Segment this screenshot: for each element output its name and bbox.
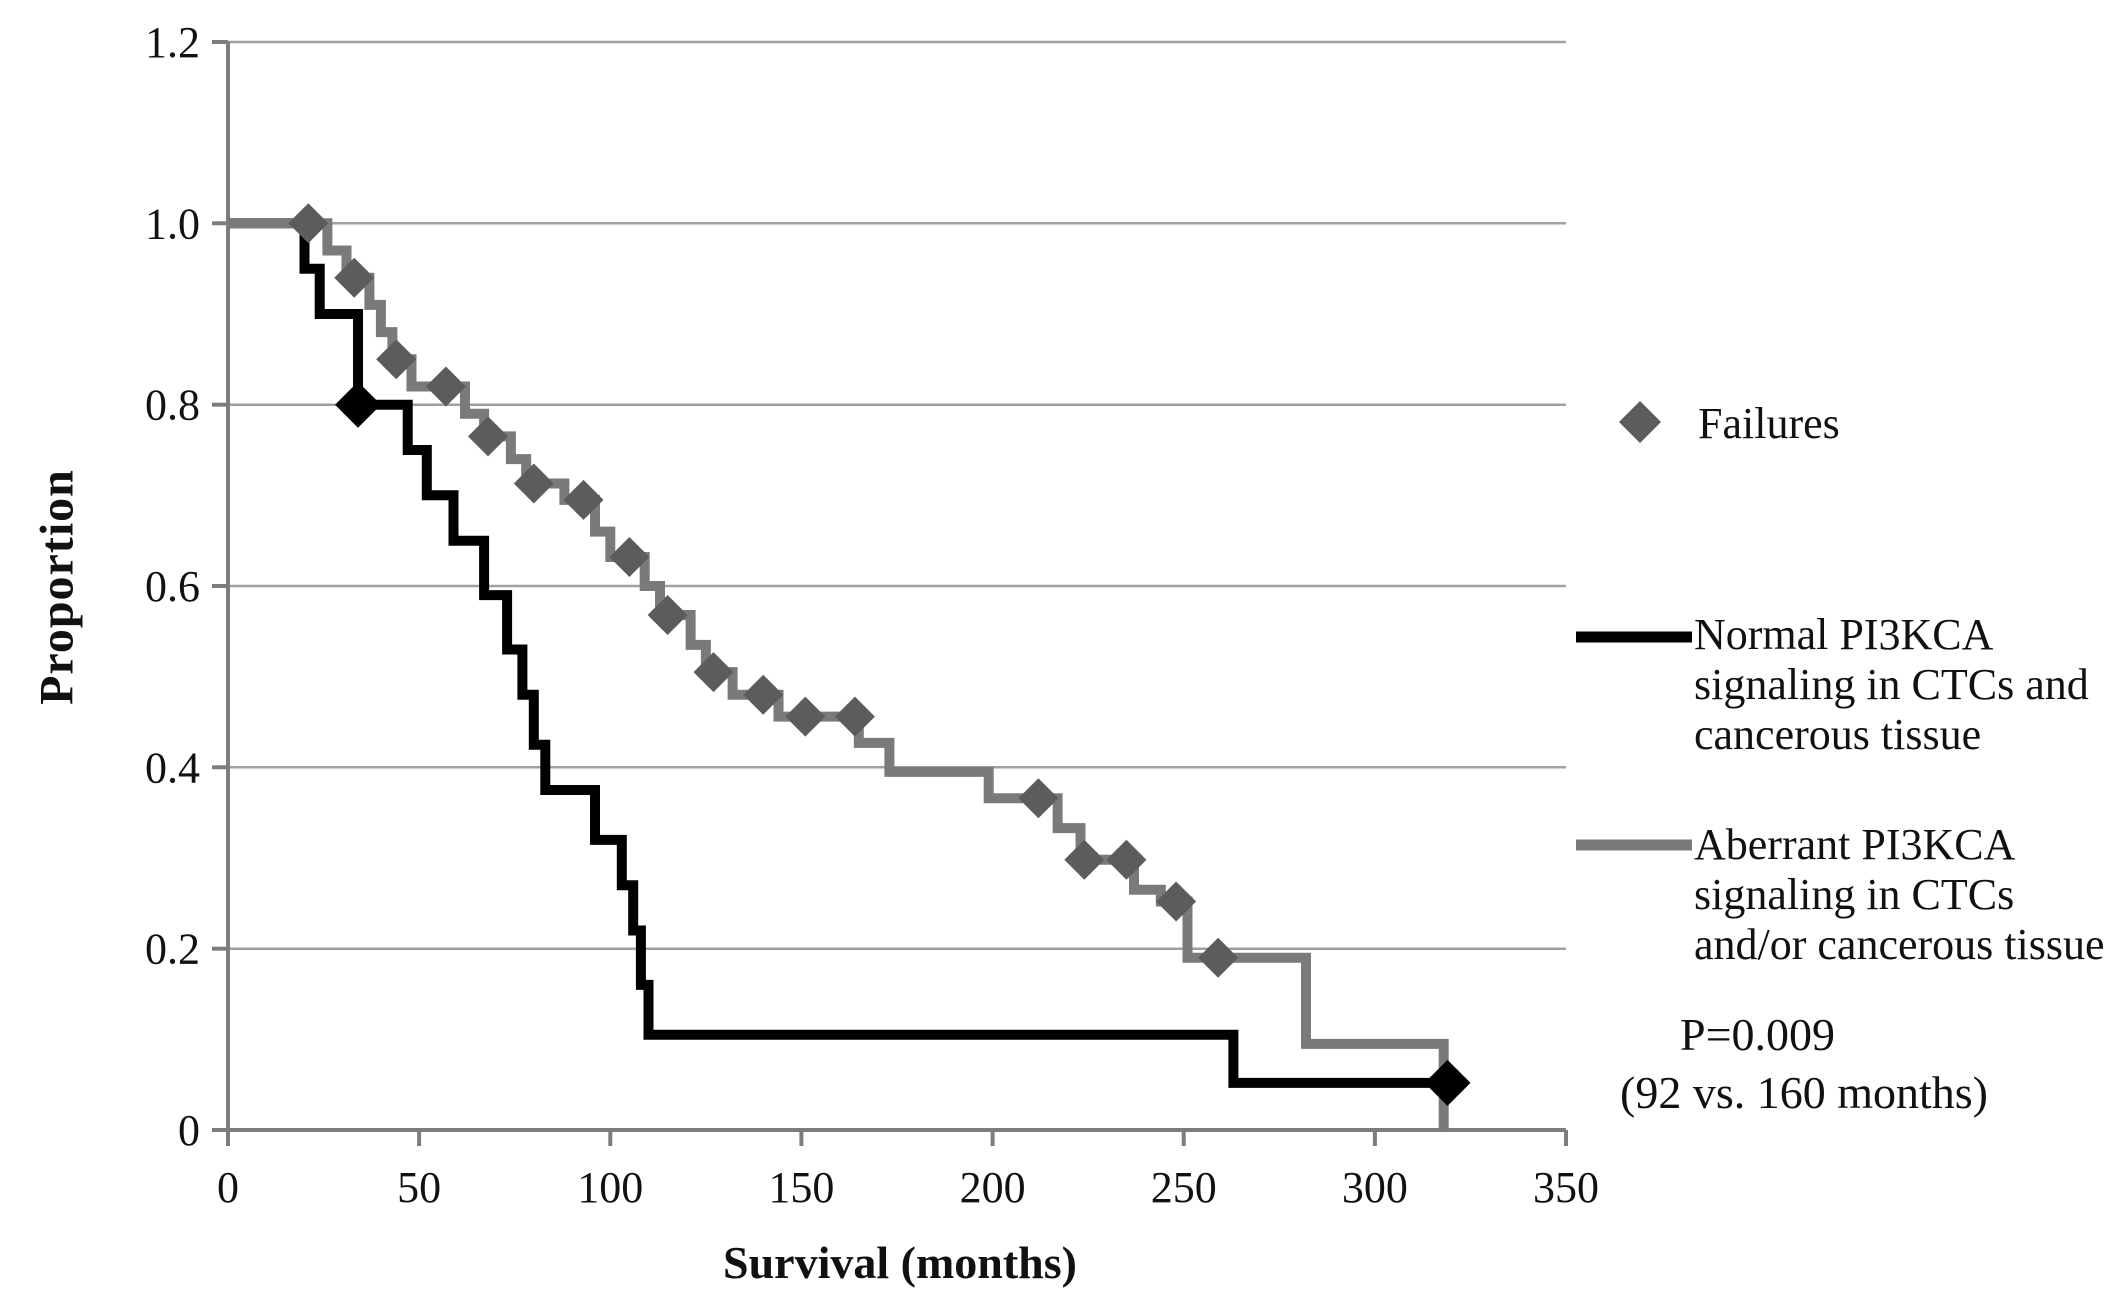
y-axis-title: Proportion xyxy=(30,469,84,705)
x-tick-label-150: 150 xyxy=(768,1163,834,1212)
y-tick-label-0: 0 xyxy=(178,1106,200,1155)
failure-marker-aberrant xyxy=(1198,937,1239,978)
legend-aberrant-label: Aberrant PI3KCA signaling in CTCs and/or… xyxy=(1694,820,2105,969)
y-tick-label-0.8: 0.8 xyxy=(145,381,200,430)
gridlines xyxy=(228,40,1566,950)
x-tick-label-50: 50 xyxy=(397,1163,441,1212)
failure-marker-aberrant xyxy=(425,366,466,407)
x-axis-title: Survival (months) xyxy=(723,1237,1077,1288)
x-tick-label-0: 0 xyxy=(217,1163,239,1212)
x-tick-label-100: 100 xyxy=(577,1163,643,1212)
x-tick-label-350: 350 xyxy=(1533,1163,1599,1212)
y-tick-label-1.0: 1.0 xyxy=(145,199,200,248)
failure-marker-aberrant xyxy=(1064,839,1105,880)
failure-marker-aberrant xyxy=(647,595,688,635)
failure-marker-aberrant xyxy=(288,203,329,244)
x-tick-label-250: 250 xyxy=(1151,1163,1217,1212)
failure-marker-aberrant xyxy=(1156,881,1197,922)
x-tick-label-200: 200 xyxy=(960,1163,1026,1212)
y-tick-label-0.6: 0.6 xyxy=(145,562,200,611)
y-tick-label-1.2: 1.2 xyxy=(145,18,200,67)
failure-marker-aberrant xyxy=(693,652,734,693)
p-value-annotation: P=0.009 xyxy=(1680,1009,1836,1060)
failure-marker-normal xyxy=(1424,1059,1471,1106)
medians-annotation: (92 vs. 160 months) xyxy=(1620,1067,1988,1118)
y-tick-label-0.4: 0.4 xyxy=(145,743,200,792)
failure-marker-aberrant xyxy=(785,696,826,737)
failure-markers xyxy=(288,203,1471,1106)
legend-failures-diamond-icon xyxy=(1619,401,1661,443)
legend-failures-label: Failures xyxy=(1698,399,1840,448)
legend-keys xyxy=(1576,401,1692,851)
y-tick-label-0.2: 0.2 xyxy=(145,925,200,974)
failure-marker-aberrant xyxy=(743,674,784,715)
failure-marker-aberrant xyxy=(563,479,604,520)
failure-marker-aberrant xyxy=(1106,839,1147,880)
axes xyxy=(212,40,1568,1146)
tick-labels: 0 0.2 0.4 0.6 0.8 1.0 1.2 0 50 100 150 200 250 300 350 xyxy=(145,18,1599,1212)
failure-marker-aberrant xyxy=(334,257,375,298)
failure-marker-aberrant xyxy=(468,416,508,457)
failure-marker-aberrant xyxy=(834,696,875,737)
failure-marker-aberrant xyxy=(1018,778,1059,819)
failure-marker-aberrant xyxy=(513,463,554,504)
legend-normal-label: Normal PI3KCA signaling in CTCs and canc… xyxy=(1694,610,2089,759)
failure-marker-aberrant xyxy=(376,339,417,380)
failure-marker-normal xyxy=(335,381,381,428)
failure-marker-aberrant xyxy=(609,537,650,577)
x-tick-label-300: 300 xyxy=(1342,1163,1408,1212)
